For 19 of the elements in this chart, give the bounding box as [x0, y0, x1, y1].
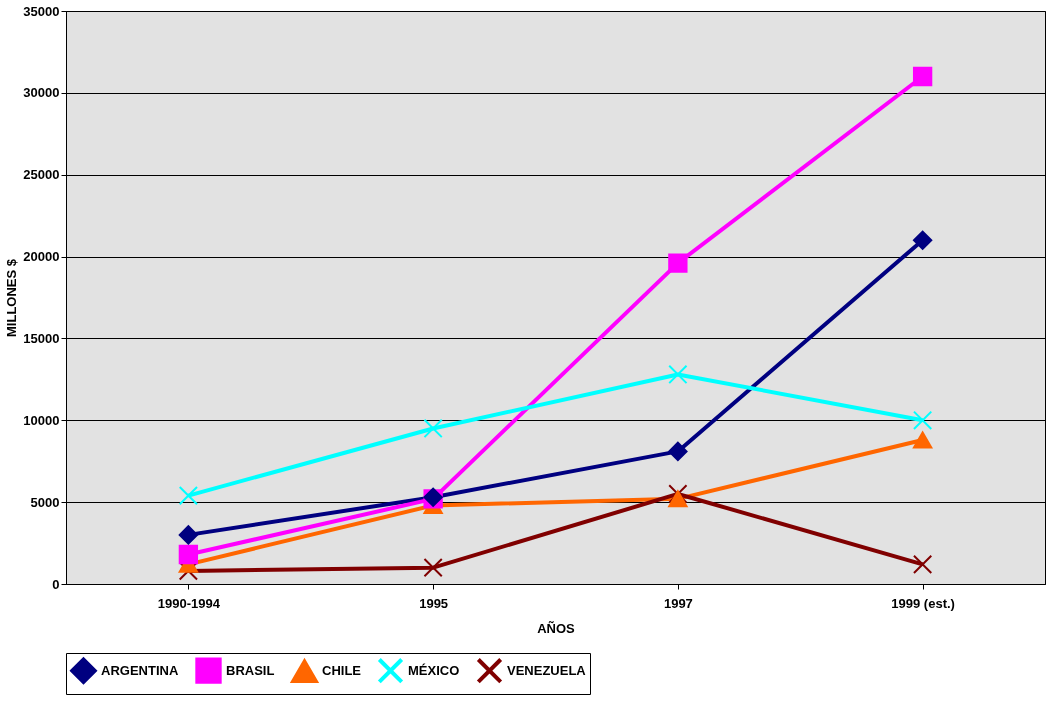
legend-label: BRASIL — [226, 662, 275, 678]
y-axis-title: MILLONES $ — [4, 258, 20, 338]
x-axis-title: AÑOS — [537, 620, 576, 636]
legend-label: CHILE — [322, 663, 362, 679]
y-tick-label: 10000 — [23, 412, 60, 428]
y-tick-label: 20000 — [23, 249, 60, 265]
y-tick-label: 25000 — [23, 167, 60, 183]
y-tick-label: 0 — [52, 576, 60, 592]
x-tick-label: 1995 — [419, 595, 449, 611]
legend-label: MÉXICO — [408, 662, 460, 678]
y-tick-label: 35000 — [23, 3, 60, 19]
x-tick-label: 1999 (est.) — [891, 595, 955, 611]
y-tick-label: 5000 — [30, 494, 60, 510]
x-tick-label: 1990-1994 — [157, 595, 221, 611]
legend-label: VENEZUELA — [507, 662, 587, 678]
legend-label: ARGENTINA — [101, 662, 179, 678]
x-tick-label: 1997 — [663, 595, 693, 611]
y-tick-label: 30000 — [23, 85, 60, 101]
y-tick-label: 15000 — [23, 330, 60, 346]
